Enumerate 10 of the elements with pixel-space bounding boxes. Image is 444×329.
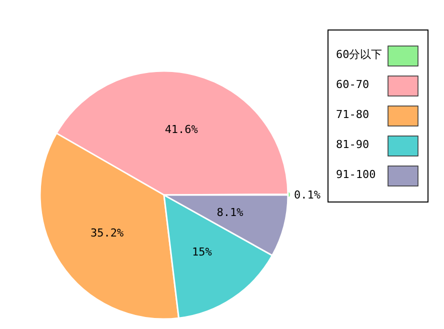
data-label: 15% [192, 246, 212, 259]
legend-label: 60分以下 [336, 48, 382, 61]
data-label: 0.1% [294, 188, 321, 202]
legend-label: 71-80 [336, 108, 370, 121]
legend-label: 60-70 [336, 78, 370, 91]
legend-label: 91-100 [336, 168, 376, 181]
data-label: 35.2% [90, 226, 124, 240]
legend-label: 81-90 [336, 138, 370, 151]
data-label: 41.6% [164, 123, 198, 136]
data-label: 8.1% [216, 206, 244, 220]
